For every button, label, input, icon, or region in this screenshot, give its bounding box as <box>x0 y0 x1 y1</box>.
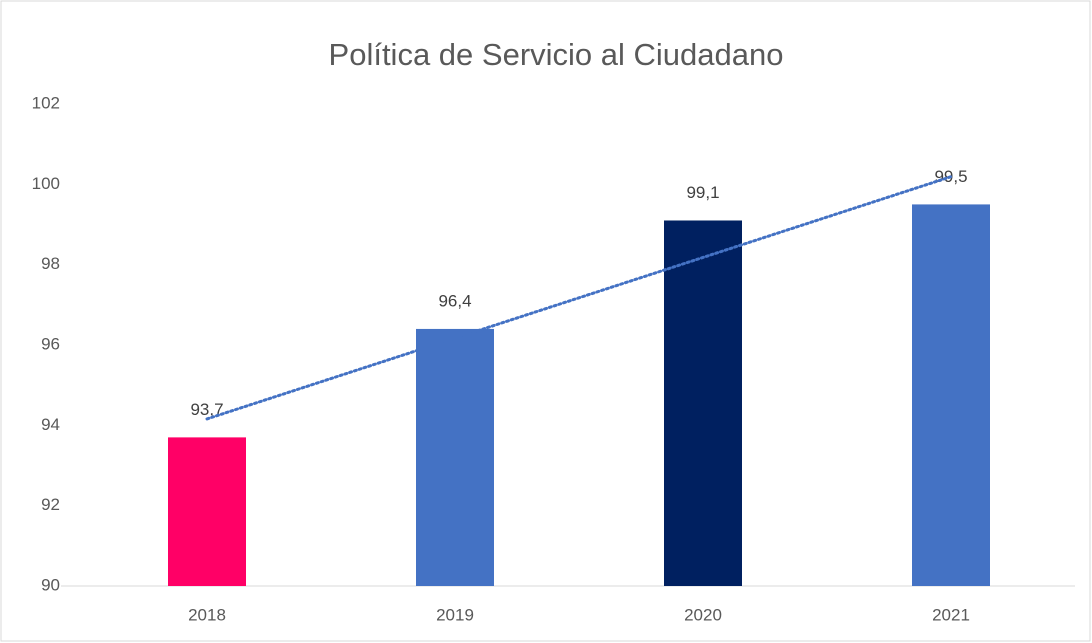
y-tick-label: 94 <box>41 415 60 434</box>
bar <box>168 437 246 586</box>
x-tick-label: 2021 <box>932 605 970 624</box>
bar <box>912 204 990 586</box>
y-tick-label: 102 <box>32 93 60 112</box>
x-tick-label: 2019 <box>436 605 474 624</box>
y-tick-label: 90 <box>41 575 60 594</box>
trendline <box>205 175 953 421</box>
y-tick-label: 100 <box>32 174 60 193</box>
y-tick-label: 96 <box>41 334 60 353</box>
bar <box>664 220 742 586</box>
bar <box>416 328 494 586</box>
x-tick-label: 2018 <box>188 605 226 624</box>
value-label: 93,7 <box>190 400 223 419</box>
value-label: 96,4 <box>438 291 471 310</box>
x-tick-label: 2020 <box>684 605 722 624</box>
y-tick-label: 98 <box>41 254 60 273</box>
value-label: 99,1 <box>686 183 719 202</box>
y-tick-label: 92 <box>41 495 60 514</box>
chart-title: Política de Servicio al Ciudadano <box>329 37 784 72</box>
